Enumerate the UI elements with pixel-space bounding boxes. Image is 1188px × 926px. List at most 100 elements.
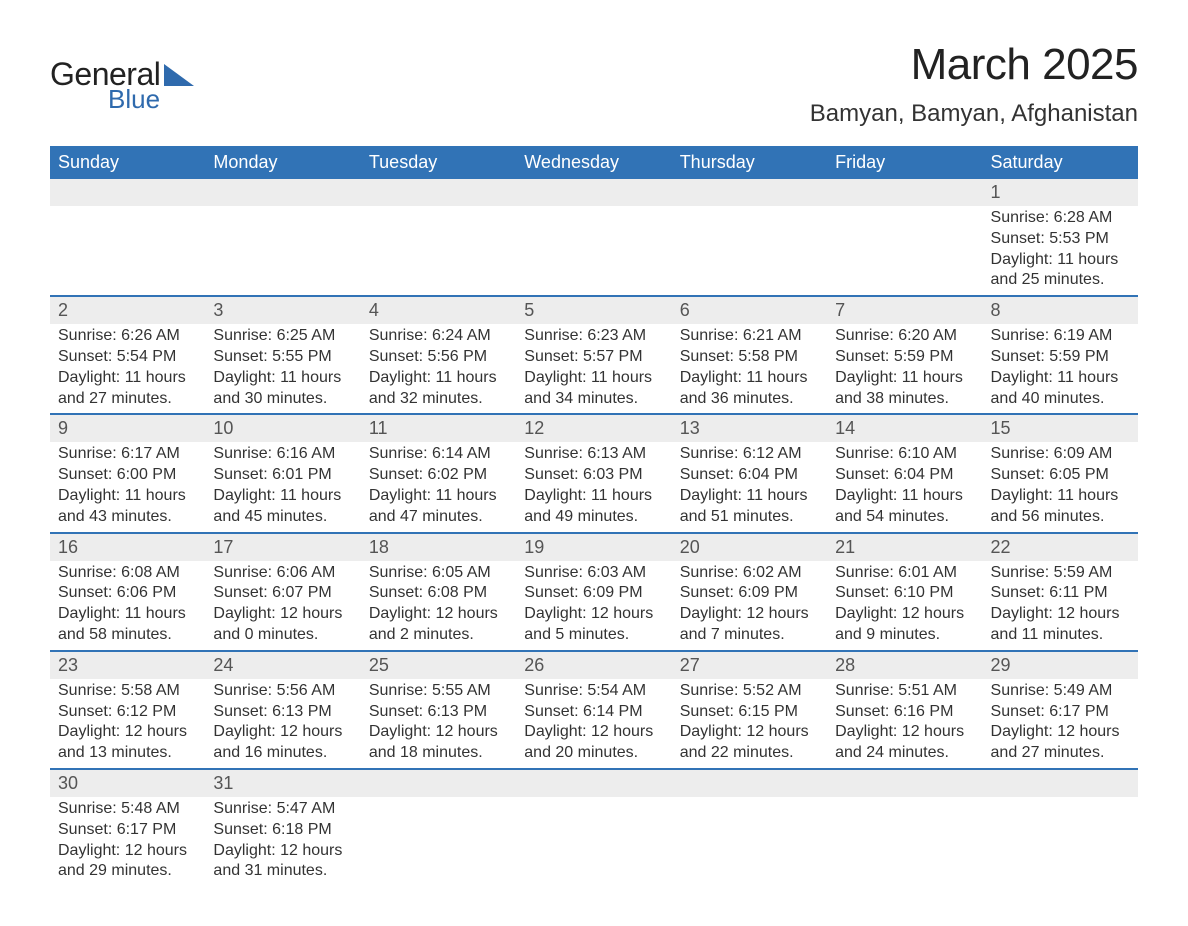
calendar-day-cell	[516, 179, 671, 296]
day-details: Sunrise: 6:25 AMSunset: 5:55 PMDaylight:…	[205, 324, 360, 413]
sunrise-line: Sunrise: 6:09 AM	[991, 444, 1130, 465]
calendar-day-cell	[827, 179, 982, 296]
daylight-line: Daylight: 12 hours and 22 minutes.	[680, 722, 819, 764]
day-details: Sunrise: 6:10 AMSunset: 6:04 PMDaylight:…	[827, 442, 982, 531]
calendar-day-cell: 21Sunrise: 6:01 AMSunset: 6:10 PMDayligh…	[827, 533, 982, 651]
day-number	[672, 179, 827, 206]
calendar-day-cell	[361, 179, 516, 296]
day-details: Sunrise: 6:23 AMSunset: 5:57 PMDaylight:…	[516, 324, 671, 413]
day-details: Sunrise: 5:58 AMSunset: 6:12 PMDaylight:…	[50, 679, 205, 768]
day-number: 2	[50, 297, 205, 324]
day-details: Sunrise: 6:17 AMSunset: 6:00 PMDaylight:…	[50, 442, 205, 531]
daylight-line: Daylight: 11 hours and 36 minutes.	[680, 368, 819, 410]
day-details	[516, 206, 671, 212]
sunrise-line: Sunrise: 6:23 AM	[524, 326, 663, 347]
daylight-line: Daylight: 12 hours and 0 minutes.	[213, 604, 352, 646]
daylight-line: Daylight: 12 hours and 7 minutes.	[680, 604, 819, 646]
calendar-day-cell	[205, 179, 360, 296]
day-details: Sunrise: 5:59 AMSunset: 6:11 PMDaylight:…	[983, 561, 1138, 650]
sunset-line: Sunset: 6:09 PM	[524, 583, 663, 604]
month-title: March 2025	[810, 40, 1138, 90]
day-number: 8	[983, 297, 1138, 324]
day-number: 10	[205, 415, 360, 442]
calendar-day-cell: 17Sunrise: 6:06 AMSunset: 6:07 PMDayligh…	[205, 533, 360, 651]
sunrise-line: Sunrise: 6:03 AM	[524, 563, 663, 584]
calendar-day-cell	[672, 179, 827, 296]
daylight-line: Daylight: 12 hours and 2 minutes.	[369, 604, 508, 646]
weekday-header: Friday	[827, 146, 982, 179]
calendar-day-cell: 28Sunrise: 5:51 AMSunset: 6:16 PMDayligh…	[827, 651, 982, 769]
day-details: Sunrise: 6:12 AMSunset: 6:04 PMDaylight:…	[672, 442, 827, 531]
calendar-day-cell: 13Sunrise: 6:12 AMSunset: 6:04 PMDayligh…	[672, 414, 827, 532]
day-number: 17	[205, 534, 360, 561]
day-number: 23	[50, 652, 205, 679]
day-number: 15	[983, 415, 1138, 442]
daylight-line: Daylight: 11 hours and 25 minutes.	[991, 250, 1130, 292]
daylight-line: Daylight: 12 hours and 18 minutes.	[369, 722, 508, 764]
day-details: Sunrise: 6:08 AMSunset: 6:06 PMDaylight:…	[50, 561, 205, 650]
daylight-line: Daylight: 11 hours and 30 minutes.	[213, 368, 352, 410]
sunrise-line: Sunrise: 6:19 AM	[991, 326, 1130, 347]
calendar-week-row: 16Sunrise: 6:08 AMSunset: 6:06 PMDayligh…	[50, 533, 1138, 651]
daylight-line: Daylight: 11 hours and 27 minutes.	[58, 368, 197, 410]
day-number: 1	[983, 179, 1138, 206]
sunrise-line: Sunrise: 6:21 AM	[680, 326, 819, 347]
day-number: 19	[516, 534, 671, 561]
day-number	[50, 179, 205, 206]
sunset-line: Sunset: 6:10 PM	[835, 583, 974, 604]
day-details: Sunrise: 5:48 AMSunset: 6:17 PMDaylight:…	[50, 797, 205, 886]
day-details: Sunrise: 6:26 AMSunset: 5:54 PMDaylight:…	[50, 324, 205, 413]
daylight-line: Daylight: 11 hours and 47 minutes.	[369, 486, 508, 528]
daylight-line: Daylight: 11 hours and 38 minutes.	[835, 368, 974, 410]
location-label: Bamyan, Bamyan, Afghanistan	[810, 100, 1138, 128]
sunrise-line: Sunrise: 6:05 AM	[369, 563, 508, 584]
day-details	[983, 797, 1138, 803]
day-details: Sunrise: 5:49 AMSunset: 6:17 PMDaylight:…	[983, 679, 1138, 768]
day-number	[983, 770, 1138, 797]
sunset-line: Sunset: 6:13 PM	[369, 702, 508, 723]
calendar-day-cell	[50, 179, 205, 296]
day-details: Sunrise: 6:01 AMSunset: 6:10 PMDaylight:…	[827, 561, 982, 650]
day-number: 12	[516, 415, 671, 442]
daylight-line: Daylight: 11 hours and 43 minutes.	[58, 486, 197, 528]
sunset-line: Sunset: 5:59 PM	[991, 347, 1130, 368]
sunset-line: Sunset: 6:14 PM	[524, 702, 663, 723]
sunset-line: Sunset: 6:16 PM	[835, 702, 974, 723]
sunrise-line: Sunrise: 5:58 AM	[58, 681, 197, 702]
sunset-line: Sunset: 6:13 PM	[213, 702, 352, 723]
calendar-header-row: SundayMondayTuesdayWednesdayThursdayFrid…	[50, 146, 1138, 179]
sunrise-line: Sunrise: 6:12 AM	[680, 444, 819, 465]
daylight-line: Daylight: 12 hours and 13 minutes.	[58, 722, 197, 764]
day-number	[516, 179, 671, 206]
calendar-day-cell: 9Sunrise: 6:17 AMSunset: 6:00 PMDaylight…	[50, 414, 205, 532]
day-details: Sunrise: 6:20 AMSunset: 5:59 PMDaylight:…	[827, 324, 982, 413]
calendar-week-row: 30Sunrise: 5:48 AMSunset: 6:17 PMDayligh…	[50, 769, 1138, 886]
weekday-header: Sunday	[50, 146, 205, 179]
day-number	[205, 179, 360, 206]
sunrise-line: Sunrise: 6:24 AM	[369, 326, 508, 347]
calendar-week-row: 1Sunrise: 6:28 AMSunset: 5:53 PMDaylight…	[50, 179, 1138, 296]
day-details: Sunrise: 6:14 AMSunset: 6:02 PMDaylight:…	[361, 442, 516, 531]
day-details	[672, 797, 827, 803]
day-details: Sunrise: 6:09 AMSunset: 6:05 PMDaylight:…	[983, 442, 1138, 531]
day-number: 4	[361, 297, 516, 324]
sunrise-line: Sunrise: 6:02 AM	[680, 563, 819, 584]
weekday-header: Thursday	[672, 146, 827, 179]
sunset-line: Sunset: 6:17 PM	[991, 702, 1130, 723]
day-number: 21	[827, 534, 982, 561]
calendar-day-cell: 1Sunrise: 6:28 AMSunset: 5:53 PMDaylight…	[983, 179, 1138, 296]
sunset-line: Sunset: 6:05 PM	[991, 465, 1130, 486]
logo-word-blue: Blue	[108, 86, 160, 112]
day-number: 16	[50, 534, 205, 561]
sunset-line: Sunset: 6:08 PM	[369, 583, 508, 604]
page-header: General Blue March 2025 Bamyan, Bamyan, …	[50, 40, 1138, 128]
sunset-line: Sunset: 6:18 PM	[213, 820, 352, 841]
sunset-line: Sunset: 6:03 PM	[524, 465, 663, 486]
calendar-week-row: 23Sunrise: 5:58 AMSunset: 6:12 PMDayligh…	[50, 651, 1138, 769]
sunrise-line: Sunrise: 6:01 AM	[835, 563, 974, 584]
day-number: 18	[361, 534, 516, 561]
sunset-line: Sunset: 6:09 PM	[680, 583, 819, 604]
sunset-line: Sunset: 6:12 PM	[58, 702, 197, 723]
calendar-day-cell: 11Sunrise: 6:14 AMSunset: 6:02 PMDayligh…	[361, 414, 516, 532]
daylight-line: Daylight: 12 hours and 31 minutes.	[213, 841, 352, 883]
